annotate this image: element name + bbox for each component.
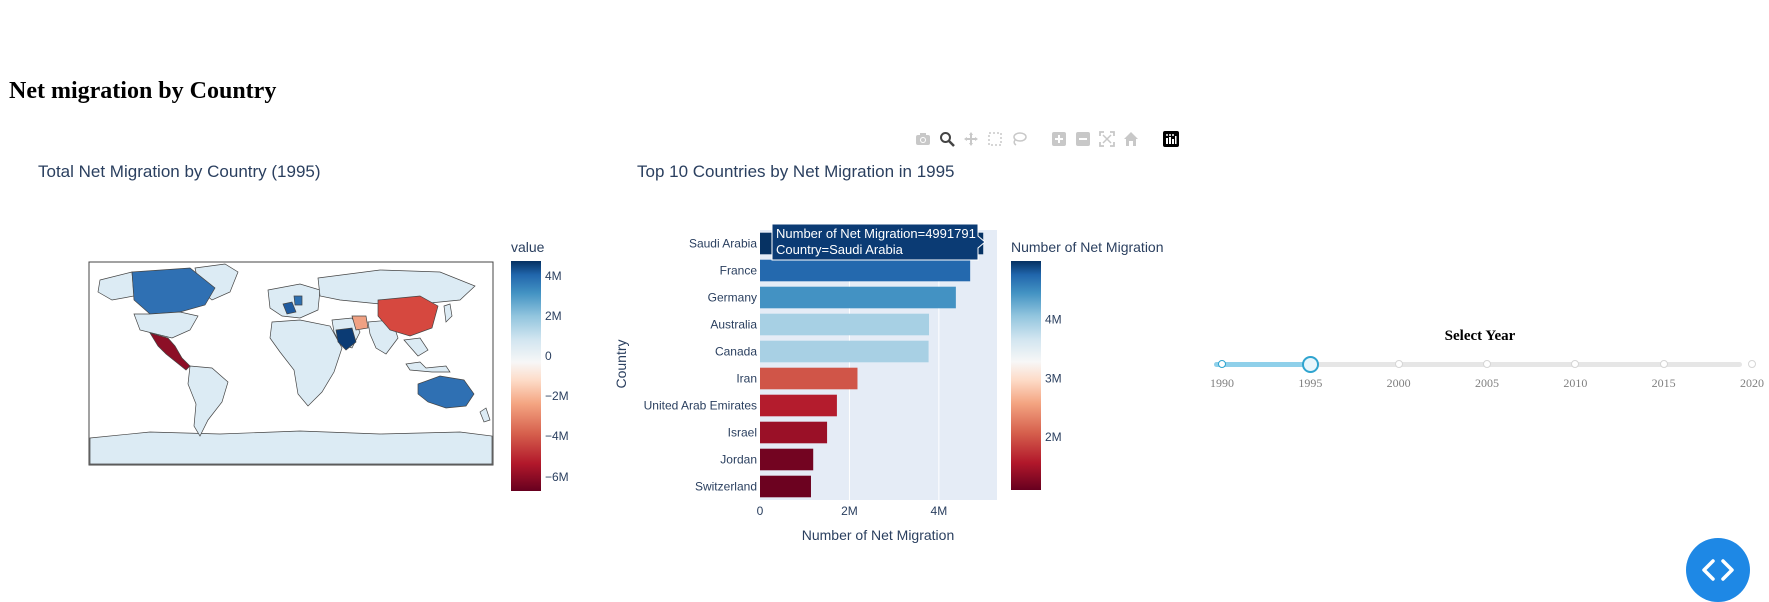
bar-colorbar-title: Number of Net Migration (1011, 239, 1164, 255)
year-slider-fill (1214, 362, 1311, 367)
bar-category-label: Canada (715, 345, 757, 359)
bar-canada[interactable] (760, 340, 929, 363)
map-colorbar-tick: 0 (545, 349, 552, 363)
year-slider-step[interactable] (1394, 360, 1403, 368)
year-slider-label: 2020 (1740, 376, 1764, 390)
box-select-icon[interactable] (986, 130, 1004, 148)
plot-modebar (914, 129, 1180, 149)
bar-colorbar (1011, 261, 1041, 490)
map-title: Total Net Migration by Country (1995) (38, 162, 321, 181)
bar-colorbar-tick: 3M (1045, 371, 1062, 385)
region-africa (269, 319, 343, 407)
year-slider-track[interactable] (1214, 362, 1742, 367)
zoom-in-icon[interactable] (1050, 130, 1068, 148)
region-southeast-asia (403, 337, 429, 357)
region-australia (417, 375, 475, 409)
bar-germany[interactable] (760, 286, 956, 309)
map-colorbar-ticks: 4M 2M 0 −2M −4M −6M (545, 269, 569, 484)
year-slider-step[interactable] (1571, 360, 1580, 368)
year-slider-label: 1990 (1210, 376, 1234, 390)
camera-icon[interactable] (914, 130, 932, 148)
region-iran (351, 315, 369, 331)
tooltip-line-2: Country=Saudi Arabia (776, 242, 904, 257)
region-france (282, 301, 297, 315)
zoom-out-icon[interactable] (1074, 130, 1092, 148)
map-colorbar (511, 261, 541, 491)
region-usa (133, 311, 199, 339)
code-brackets-icon (1702, 559, 1734, 581)
map-land (89, 263, 493, 465)
bar-australia[interactable] (760, 313, 930, 336)
bar-category-label: Iran (736, 372, 757, 386)
world-map-chart[interactable]: value 4M 2M 0 −2M −4M −6M (0, 0, 600, 600)
year-slider-step[interactable] (1659, 360, 1668, 368)
tooltip-line-1: Number of Net Migration=4991791 (776, 226, 976, 241)
region-antarctica (89, 430, 493, 465)
page-title: Net migration by Country (9, 78, 277, 104)
year-slider-label: 2010 (1563, 376, 1588, 390)
year-slider-step[interactable] (1483, 360, 1491, 368)
region-alaska (97, 271, 135, 301)
bar-chart-title: Top 10 Countries by Net Migration in 199… (637, 162, 955, 181)
year-slider-label: 2000 (1386, 376, 1411, 390)
region-china (377, 295, 439, 337)
bar-x-tick: 4M (931, 504, 948, 518)
map-colorbar-tick: −6M (545, 470, 569, 484)
region-japan (443, 303, 453, 323)
autoscale-icon[interactable] (1098, 130, 1116, 148)
region-indonesia (405, 361, 451, 373)
lasso-icon[interactable] (1010, 130, 1028, 148)
region-mexico (149, 332, 191, 371)
bar-france[interactable] (760, 259, 971, 282)
map-colorbar-tick: 2M (545, 309, 562, 323)
bar-switzerland[interactable] (760, 475, 811, 498)
region-new-zealand (479, 407, 491, 423)
bar-x-tick: 0 (757, 504, 764, 518)
bar-colorbar-tick: 2M (1045, 430, 1062, 444)
year-slider-label: 2015 (1651, 376, 1676, 390)
year-slider-step[interactable] (1748, 360, 1756, 368)
bar-category-label: Jordan (720, 453, 757, 467)
bar-category-label: Germany (708, 291, 757, 305)
bar-israel[interactable] (760, 421, 828, 444)
reset-axes-icon[interactable] (1122, 130, 1140, 148)
map-colorbar-tick: 4M (545, 269, 562, 283)
bar-jordan[interactable] (760, 448, 814, 471)
year-slider-handle[interactable] (1302, 356, 1320, 373)
bar-y-axis-label: Country (613, 339, 629, 388)
code-toggle-button[interactable] (1686, 538, 1750, 602)
region-south-america (187, 365, 229, 437)
bar-iran[interactable] (760, 367, 858, 390)
year-slider-label: 1995 (1298, 376, 1323, 390)
bar-category-label: Israel (728, 426, 757, 440)
bar-category-label: Switzerland (695, 480, 757, 494)
bar-hover-tooltip: Number of Net Migration=4991791 Country=… (771, 223, 986, 261)
bar-colorbar-tick: 4M (1045, 313, 1062, 327)
bar-saudi-arabia[interactable] (760, 232, 984, 255)
bar-x-axis-label: Number of Net Migration (802, 527, 955, 543)
bar-x-tick: 2M (841, 504, 858, 518)
region-europe (267, 283, 321, 319)
slider-title: Select Year (1444, 328, 1516, 344)
map-colorbar-tick: −2M (545, 389, 569, 403)
bar-colorbar-ticks: 4M 3M 2M (1045, 313, 1062, 444)
bar-category-label: France (720, 264, 758, 278)
bar-plot-area (760, 230, 997, 500)
map-colorbar-tick: −4M (545, 429, 569, 443)
bar-category-label: United Arab Emirates (644, 399, 757, 413)
map-colorbar-title: value (511, 239, 545, 255)
bar-category-label: Australia (710, 318, 757, 332)
region-canada (131, 267, 216, 315)
region-germany (293, 295, 303, 306)
plotly-logo-icon[interactable] (1162, 130, 1180, 148)
bar-united-arab-emirates[interactable] (760, 394, 837, 417)
year-slider-label: 2005 (1475, 376, 1499, 390)
year-slider-step[interactable] (1218, 360, 1226, 368)
region-russia (317, 269, 476, 305)
pan-icon[interactable] (962, 130, 980, 148)
region-saudi-arabia (335, 327, 357, 351)
zoom-icon[interactable] (938, 130, 956, 148)
bar-category-label: Saudi Arabia (689, 237, 757, 251)
